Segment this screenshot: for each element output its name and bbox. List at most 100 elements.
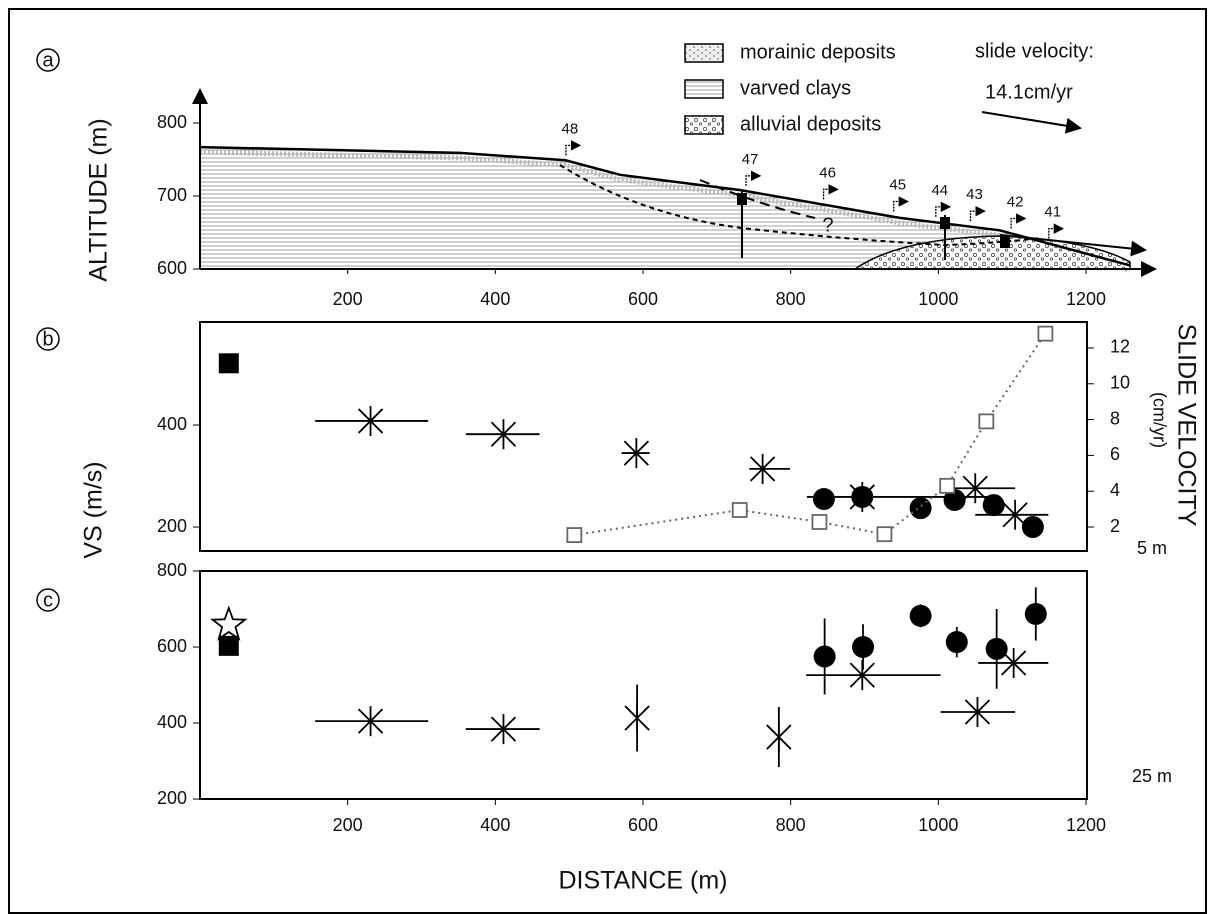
y-axis-label: VS (m/s)	[80, 461, 108, 558]
x-tick-label: 200	[333, 815, 363, 835]
asterisk-marker	[962, 473, 988, 504]
x-tick-label: 1200	[1066, 289, 1106, 309]
station-label: 46	[819, 164, 836, 181]
asterisk-marker	[964, 696, 991, 727]
station-arrow	[745, 170, 762, 186]
station-label: 47	[742, 151, 759, 168]
star-marker	[210, 605, 248, 641]
panel-badge	[36, 327, 60, 351]
y2-tick-label: 12	[1110, 337, 1130, 357]
y2-axis-label: (cm/yr)	[1149, 392, 1169, 448]
asterisk-marker	[490, 714, 517, 745]
panel-label: b	[42, 328, 53, 350]
square-marker	[218, 353, 239, 374]
x-tick-label: 600	[628, 815, 658, 835]
circle-marker	[945, 631, 968, 654]
y-tick-label: 600	[157, 258, 187, 278]
station-arrow	[969, 205, 986, 222]
station-label: 41	[1044, 204, 1061, 221]
square-marker	[939, 477, 956, 494]
y-tick-label: 200	[157, 788, 187, 808]
slip-surface	[559, 164, 1041, 247]
velocity-title: slide velocity:	[975, 40, 1094, 62]
station-label: 43	[966, 186, 983, 203]
legend-label: morainic deposits	[740, 41, 896, 63]
station-arrow	[1048, 223, 1065, 239]
x-tick-label: 400	[480, 289, 510, 309]
y2-tick-label: 2	[1110, 516, 1120, 536]
y2-tick-label: 4	[1110, 480, 1120, 500]
asterisk-marker	[749, 453, 776, 484]
x-axis-label: DISTANCE (m)	[559, 867, 728, 895]
borehole-head	[940, 217, 950, 229]
depth-label: 25 m	[1132, 766, 1172, 786]
borehole-head	[1000, 236, 1010, 248]
legend-swatch	[684, 79, 724, 99]
asterisk-marker	[623, 438, 649, 469]
plot-frame	[199, 570, 1088, 800]
x-tick-label: 400	[480, 815, 510, 835]
panel-label: c	[43, 589, 53, 611]
ground-surface	[199, 145, 1130, 267]
plot-frame	[199, 321, 1088, 552]
asterisk-marker	[490, 419, 517, 450]
station-arrow	[893, 196, 910, 212]
square-marker	[731, 502, 748, 518]
legend-label: varved clays	[740, 77, 851, 99]
x-tick-label: 1000	[918, 815, 958, 835]
station-label: 44	[931, 182, 948, 199]
y-tick-label: 800	[157, 112, 187, 132]
station-arrow	[1010, 213, 1027, 229]
x-tick-label: 1000	[918, 289, 958, 309]
square-marker	[566, 527, 583, 543]
square-marker	[811, 514, 828, 530]
frame	[8, 8, 1207, 914]
station-arrow	[822, 184, 839, 200]
station-label: 45	[889, 176, 906, 193]
circle-marker	[1021, 516, 1044, 539]
annotation: ?	[822, 214, 833, 236]
circle-marker	[943, 488, 966, 511]
depth-label: 5 m	[1137, 538, 1167, 558]
square-marker	[876, 526, 893, 543]
x-tick-label: 200	[333, 289, 363, 309]
y2-tick-label: 10	[1110, 373, 1130, 393]
square-marker	[218, 635, 239, 656]
velocity-arrow	[981, 111, 1082, 134]
velocity-scale: 14.1cm/yr	[985, 81, 1073, 103]
station-label: 48	[562, 120, 579, 137]
y-tick-label: 400	[157, 414, 187, 434]
y-tick-label: 700	[157, 185, 187, 205]
panel-label: a	[42, 49, 54, 71]
x-tick-label: 800	[776, 815, 806, 835]
legend-swatch	[684, 115, 724, 135]
y2-axis-label: SLIDE VELOCITY	[1172, 324, 1200, 527]
y2-tick-label: 6	[1110, 444, 1120, 464]
circle-marker	[812, 487, 835, 510]
circle-marker	[852, 636, 875, 658]
y-tick-label: 400	[157, 712, 187, 732]
panel-badge	[36, 48, 60, 72]
circle-marker	[851, 485, 874, 508]
asterisk-marker	[357, 706, 384, 737]
circle-marker	[1024, 602, 1047, 625]
circle-marker	[813, 645, 836, 668]
square-marker	[1037, 325, 1054, 342]
varved-clay-fill	[200, 147, 1130, 269]
legend-label: alluvial deposits	[740, 113, 881, 135]
y2-tick-label: 8	[1110, 408, 1120, 428]
circle-marker	[982, 494, 1005, 517]
circle-marker	[909, 604, 932, 627]
y-tick-label: 200	[157, 516, 187, 536]
y-tick-label: 600	[157, 636, 187, 656]
asterisk-marker	[624, 703, 650, 734]
asterisk-marker	[357, 405, 384, 436]
y-axis-label: ALTITUDE (m)	[85, 118, 113, 281]
panel-badge	[36, 588, 60, 612]
station-arrow	[565, 140, 582, 156]
asterisk-marker	[766, 722, 792, 753]
legend-swatch	[684, 43, 724, 63]
x-tick-label: 600	[628, 289, 658, 309]
